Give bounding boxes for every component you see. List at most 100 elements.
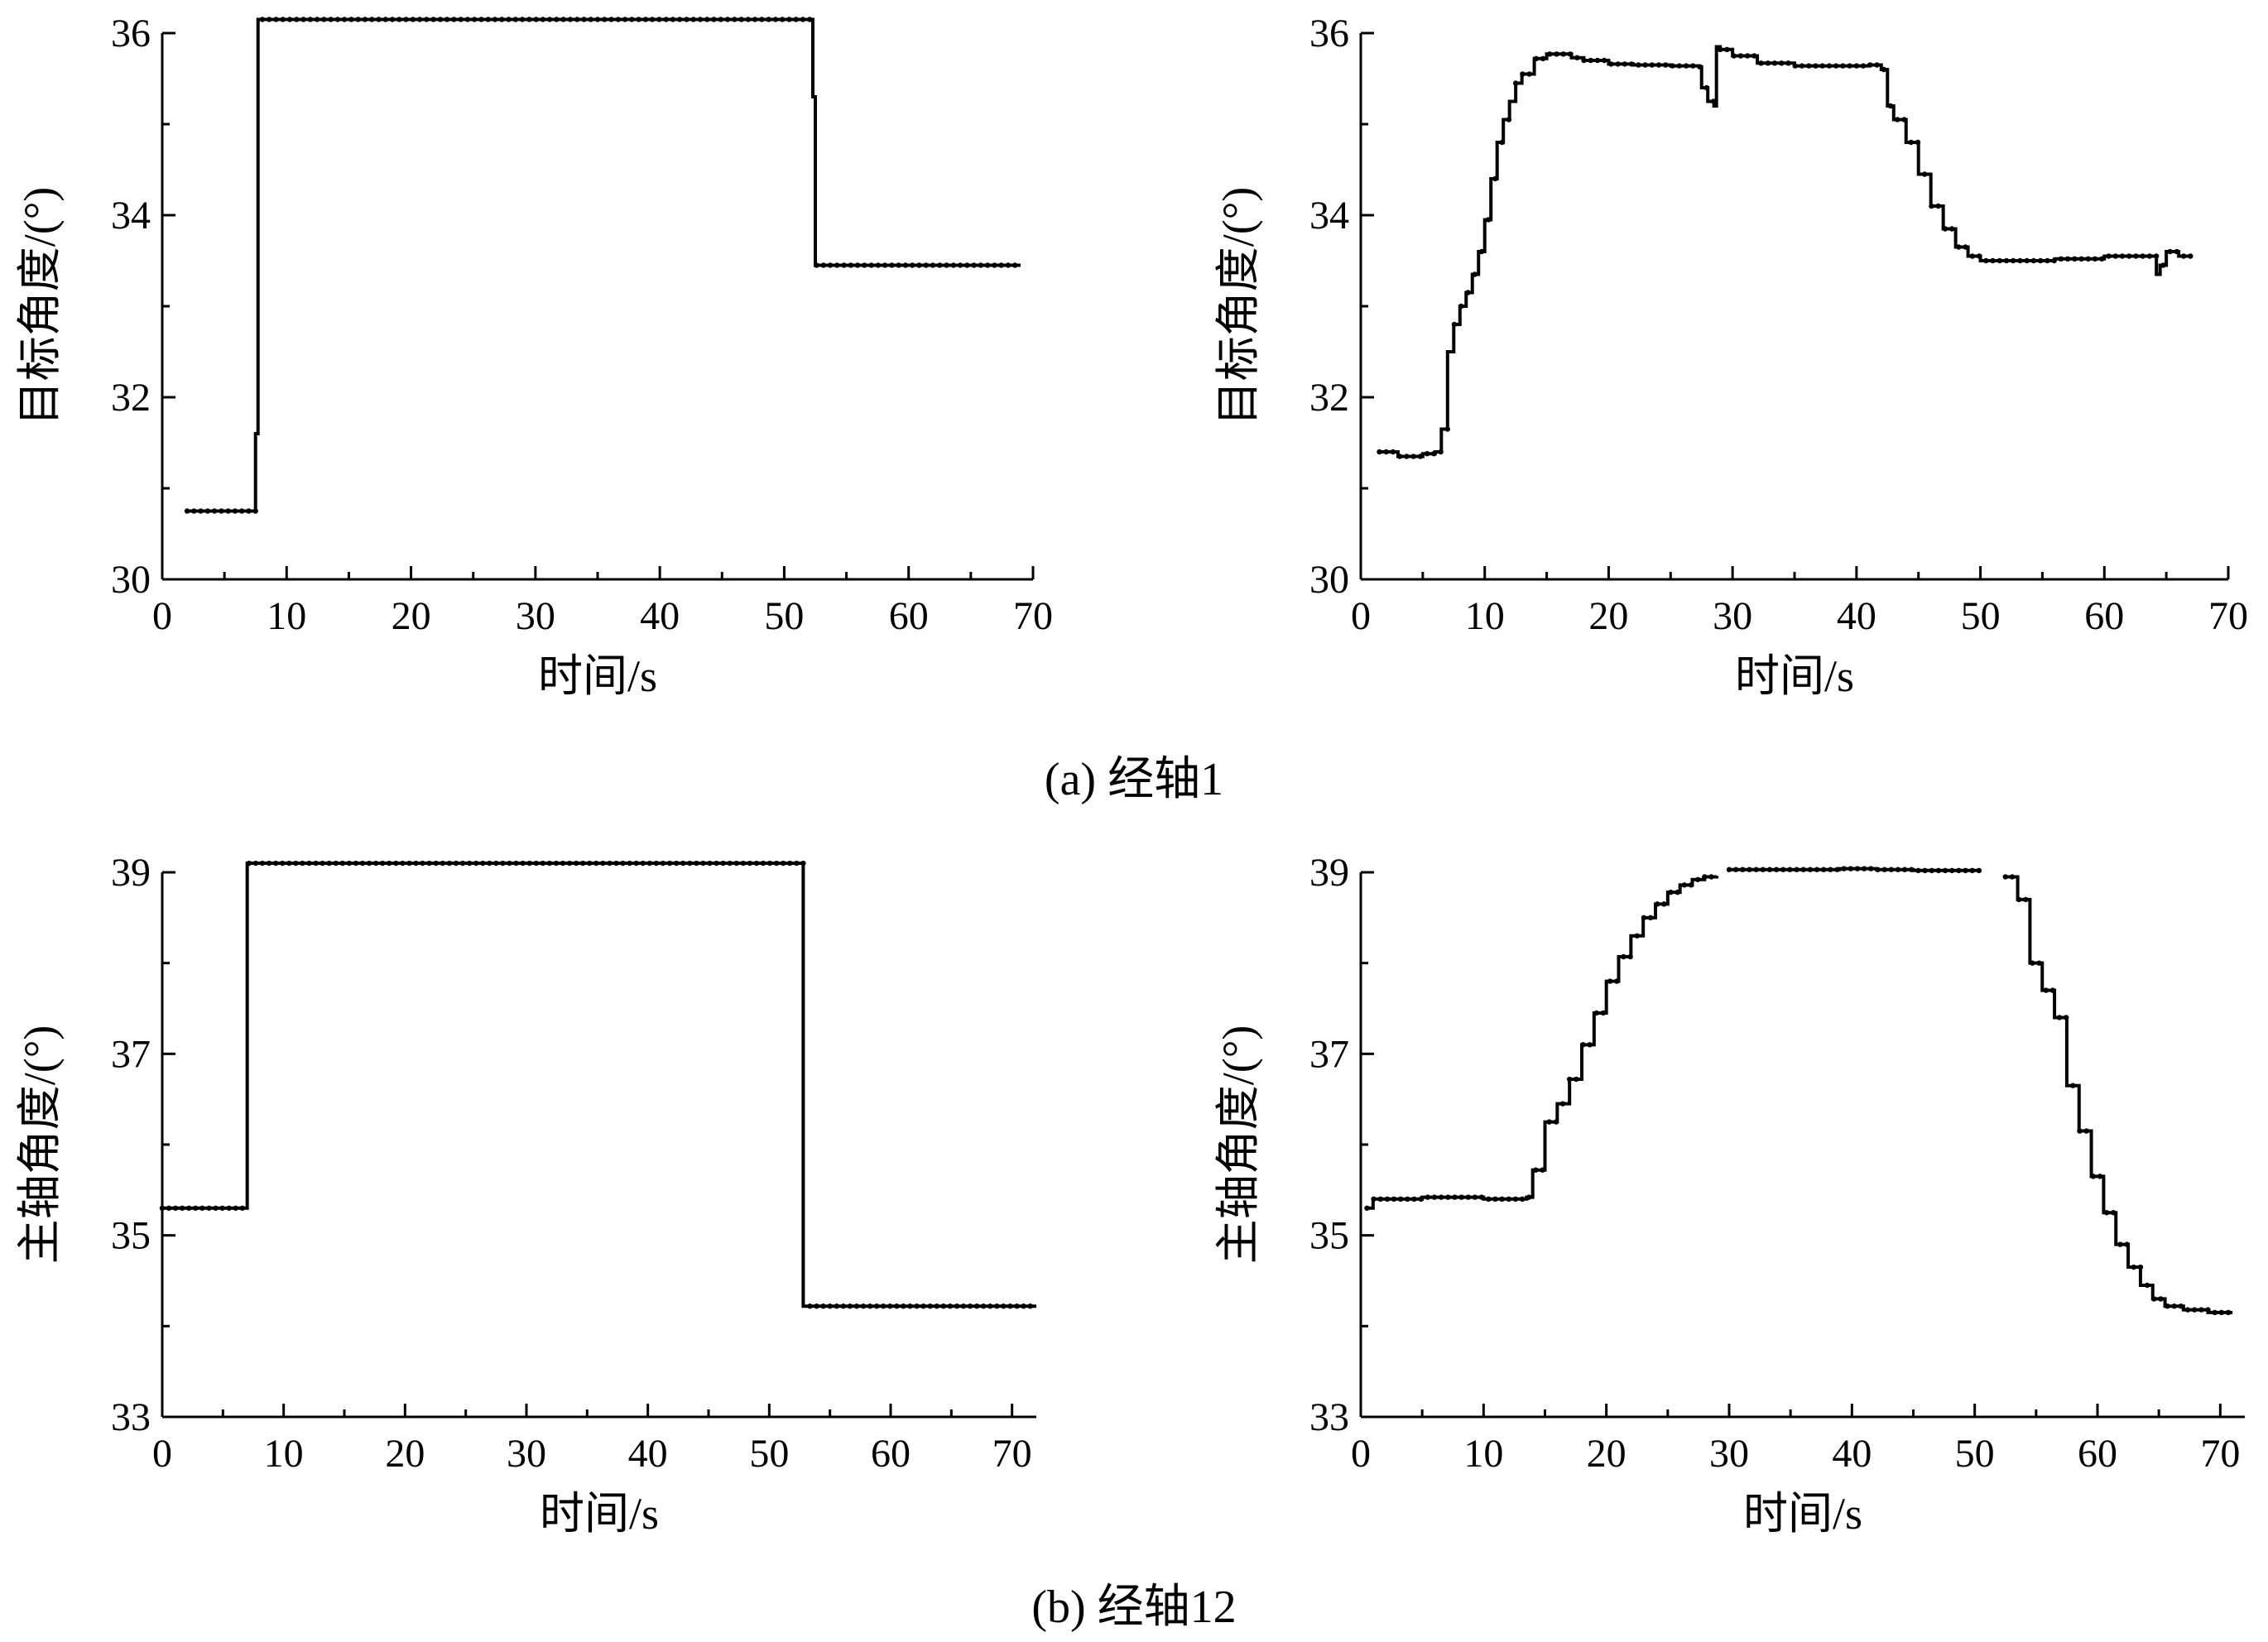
y-tick-label: 34 (111, 194, 151, 238)
data-point (478, 17, 484, 22)
data-point (1935, 867, 1942, 874)
data-point (930, 262, 936, 268)
data-point (420, 860, 425, 867)
x-tick-label: 40 (1832, 1432, 1872, 1476)
data-point (2112, 253, 2118, 259)
data-point (807, 1304, 813, 1309)
data-point (499, 17, 505, 22)
data-point (1574, 1076, 1579, 1083)
data-point (1983, 257, 1989, 264)
data-point (673, 860, 680, 867)
data-point (1821, 867, 1827, 872)
data-point (2212, 1309, 2218, 1316)
data-point (1956, 244, 1962, 250)
x-tick-label: 10 (1465, 594, 1505, 638)
x-tick-label: 20 (385, 1432, 425, 1476)
data-point (339, 860, 345, 867)
data-point (820, 262, 826, 268)
data-point (546, 860, 553, 867)
data-point (2174, 248, 2180, 255)
data-point (2099, 256, 2105, 262)
y-tick-label: 32 (111, 376, 151, 420)
data-point (2051, 257, 2057, 264)
data-point (389, 17, 396, 22)
data-point (353, 860, 359, 867)
data-point (887, 1304, 893, 1309)
data-point (814, 262, 819, 268)
data-point (440, 860, 445, 867)
data-point (567, 17, 574, 22)
data-point (1560, 51, 1566, 57)
data-point (1800, 867, 1806, 872)
data-point (1641, 915, 1647, 921)
data-point (901, 1304, 906, 1309)
data-point (1668, 889, 1674, 895)
data-point (868, 262, 874, 268)
data-point (546, 17, 553, 22)
data-point (1724, 46, 1730, 52)
data-point (1492, 175, 1498, 182)
data-point (620, 860, 626, 867)
data-point (848, 262, 854, 268)
data-point (246, 860, 252, 867)
data-point (424, 17, 430, 22)
data-point (700, 860, 706, 867)
x-tick-label: 70 (992, 1432, 1032, 1476)
data-point (1703, 84, 1709, 91)
caption-b: (b) 经轴12 (1031, 1582, 1236, 1633)
data-point (732, 17, 738, 22)
data-point (382, 17, 388, 22)
data-point (934, 1304, 939, 1309)
data-point (1486, 217, 1492, 223)
data-point (1997, 257, 2002, 264)
x-tick-label: 60 (889, 594, 929, 638)
data-point (2078, 256, 2084, 262)
data-point (410, 17, 416, 22)
data-point (1506, 1196, 1511, 1203)
data-point (1794, 867, 1800, 872)
data-point (649, 17, 656, 22)
data-point (1404, 454, 1410, 459)
data-point (1486, 1196, 1492, 1203)
data-point (957, 262, 963, 268)
data-point (1814, 867, 1820, 872)
data-point (1649, 62, 1655, 68)
data-point (1690, 63, 1696, 69)
data-point (1694, 876, 1701, 882)
data-point (1935, 203, 1941, 209)
data-point (687, 860, 693, 867)
data-point (2092, 256, 2098, 262)
data-point (180, 1205, 185, 1211)
data-point (1526, 71, 1532, 77)
data-point (2024, 257, 2030, 264)
data-point (2146, 253, 2153, 259)
x-tick-label: 60 (2084, 594, 2124, 638)
y-tick-label: 35 (1309, 1214, 1349, 1258)
data-point (862, 262, 867, 268)
x-tick-label: 0 (152, 594, 172, 638)
data-point (581, 17, 587, 22)
data-point (246, 508, 252, 514)
data-point (1834, 867, 1840, 872)
data-point (2090, 1174, 2097, 1179)
data-point (520, 860, 526, 867)
x-axis-title: 时间/s (1735, 651, 1854, 701)
data-point (1499, 139, 1505, 146)
data-point (1888, 867, 1894, 872)
data-point (947, 1304, 954, 1309)
x-tick-label: 70 (1013, 594, 1053, 638)
data-point (676, 17, 683, 22)
data-point (847, 1304, 853, 1309)
data-point (753, 860, 760, 867)
data-point (1807, 867, 1814, 872)
data-point (540, 860, 545, 867)
data-point (1853, 63, 1860, 69)
data-point (1445, 1194, 1451, 1200)
data-point (587, 860, 593, 867)
data-point (690, 17, 696, 22)
data-point (204, 508, 211, 514)
data-point (1675, 889, 1680, 895)
data-point (1465, 290, 1471, 295)
y-tick-label: 32 (1309, 376, 1349, 420)
chart-panel-a-left: 0 10 20 30 40 50 60 70 30 32 34 36 时间/s 目标角度/(°) (15, 12, 1053, 701)
